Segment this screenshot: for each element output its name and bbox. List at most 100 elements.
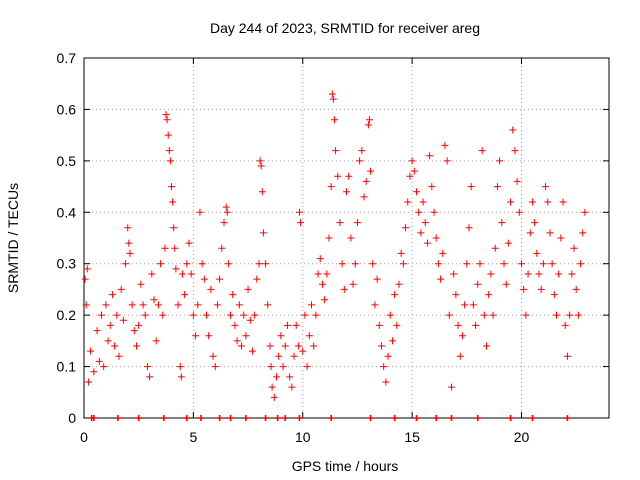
axis-marker — [242, 415, 249, 421]
data-point — [404, 198, 412, 206]
data-point — [95, 357, 103, 365]
data-point — [294, 342, 302, 350]
data-point — [434, 260, 442, 268]
data-point — [563, 352, 571, 360]
axis-marker — [160, 415, 167, 421]
data-point — [224, 260, 232, 268]
data-point — [367, 167, 375, 175]
data-point — [150, 296, 158, 304]
data-point — [229, 291, 237, 299]
data-point — [248, 347, 256, 355]
data-point — [93, 327, 101, 335]
x-tick-label: 0 — [80, 429, 88, 445]
data-point — [194, 301, 202, 309]
x-axis-label: GPS time / hours — [292, 458, 399, 474]
data-point — [133, 342, 140, 350]
data-point — [203, 311, 210, 319]
data-point — [559, 198, 567, 206]
data-point — [90, 368, 98, 376]
data-point — [360, 193, 368, 201]
data-point — [200, 275, 208, 283]
data-point — [84, 378, 92, 386]
data-point — [310, 342, 318, 350]
data-point — [520, 285, 528, 293]
plot-frame — [83, 57, 610, 419]
data-point — [456, 352, 464, 360]
data-point — [205, 332, 213, 340]
axis-marker — [227, 415, 234, 421]
y-tick-label: 0.6 — [57, 101, 77, 117]
data-point — [445, 311, 453, 319]
data-point — [397, 249, 405, 257]
data-point — [303, 363, 311, 371]
axis-marker — [114, 415, 121, 421]
data-point — [220, 219, 228, 227]
axis-marker — [433, 415, 440, 421]
data-point — [100, 363, 108, 371]
data-points — [81, 90, 589, 401]
axis-marker — [274, 415, 281, 421]
data-point — [130, 327, 138, 335]
axis-marker — [391, 415, 398, 421]
data-point — [152, 337, 160, 345]
data-point — [268, 383, 276, 391]
y-axis-label: SRMTID / TECUs — [5, 183, 21, 293]
y-tick-label: 0.7 — [57, 50, 77, 66]
data-point — [557, 234, 565, 242]
data-point — [258, 188, 266, 196]
data-point — [515, 208, 523, 216]
data-point — [330, 116, 338, 124]
data-point — [382, 378, 390, 386]
data-point — [550, 291, 558, 299]
data-point — [174, 301, 182, 309]
data-point — [574, 311, 582, 319]
data-point — [104, 337, 112, 345]
y-tick-label: 0.3 — [57, 256, 77, 272]
data-point — [266, 342, 274, 350]
data-point — [98, 311, 105, 319]
axis-marker — [564, 415, 571, 421]
data-point — [364, 121, 372, 129]
data-point — [450, 270, 458, 278]
axis-marker — [328, 415, 335, 421]
data-point — [168, 183, 175, 191]
axis-marker — [507, 415, 514, 421]
data-point — [500, 260, 508, 268]
data-point — [141, 311, 149, 319]
data-point — [119, 316, 127, 324]
data-point — [472, 321, 480, 329]
data-point — [509, 126, 517, 134]
data-point — [423, 239, 431, 247]
data-point — [143, 363, 151, 371]
data-point — [413, 188, 420, 196]
axis-marker — [296, 415, 303, 421]
data-point — [430, 208, 438, 216]
data-point — [297, 219, 305, 227]
data-point — [253, 275, 261, 283]
data-point — [380, 363, 388, 371]
x-tick-label: 20 — [514, 429, 530, 445]
data-point — [255, 260, 263, 268]
data-point — [428, 183, 436, 191]
data-point — [454, 321, 462, 329]
data-point — [524, 270, 532, 278]
data-point — [318, 280, 326, 288]
data-point — [340, 285, 348, 293]
data-point — [542, 183, 550, 191]
data-point — [259, 229, 267, 237]
data-point — [235, 301, 243, 309]
data-point — [115, 352, 123, 360]
data-point — [522, 311, 530, 319]
data-point — [169, 198, 177, 206]
data-point — [478, 147, 486, 155]
data-point — [256, 157, 264, 165]
data-point — [491, 244, 499, 252]
data-point — [198, 260, 206, 268]
data-point — [321, 296, 329, 304]
y-tick-label: 0 — [68, 410, 76, 426]
data-point — [511, 147, 519, 155]
x-tick-label: 5 — [189, 429, 197, 445]
data-point — [171, 244, 179, 252]
axis-marker — [448, 415, 455, 421]
